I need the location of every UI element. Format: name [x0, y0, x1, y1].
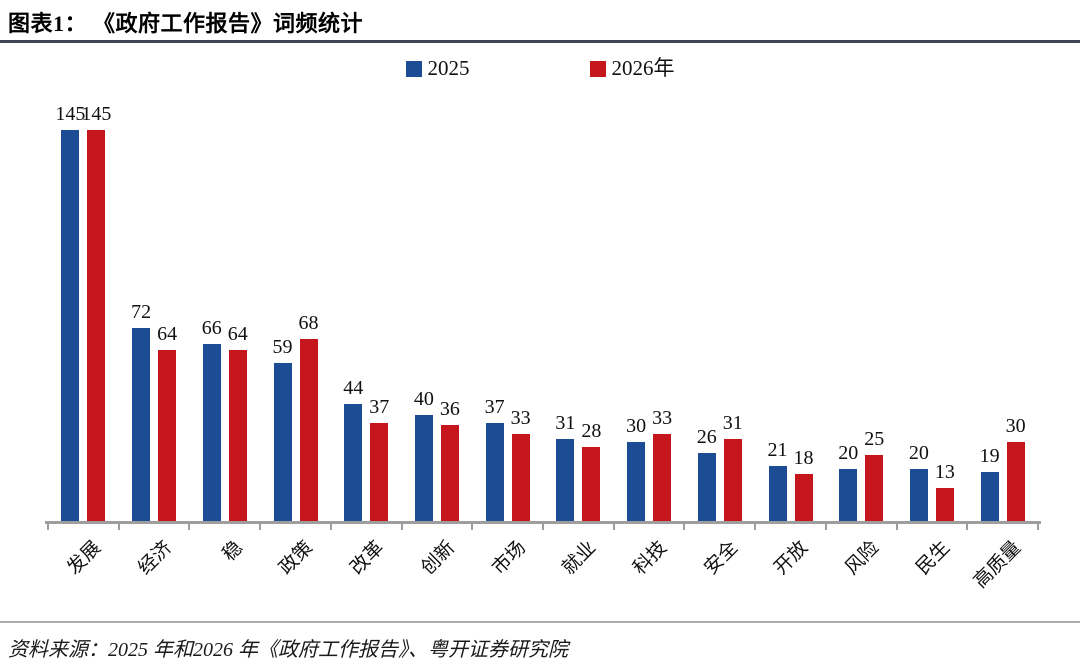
bar-value-label: 31 [722, 412, 743, 434]
bar-2025-开放 [768, 466, 787, 523]
x-axis-label-发展: 发展 [63, 537, 106, 580]
x-axis-label-经济: 经济 [134, 537, 177, 580]
bar-value-label: 68 [298, 312, 319, 334]
bar-value-label: 26 [696, 426, 717, 448]
bar-2026年-发展 [87, 130, 106, 523]
x-axis-tick [824, 521, 827, 530]
chart-legend: 2025 2026年 [0, 58, 1080, 79]
bar-2026年-创新 [440, 425, 459, 523]
source-note: 资料来源：2025 年和2026 年《政府工作报告》、粤开证券研究院 [8, 639, 568, 661]
bar-value-label: 145 [81, 103, 112, 125]
bar-value-label: 72 [131, 301, 152, 323]
bar-2025-高质量 [980, 472, 999, 523]
bar-2026年-风险 [865, 455, 884, 523]
bar-value-label: 31 [555, 412, 576, 434]
bar-2025-稳 [202, 344, 221, 523]
x-axis-tick [754, 521, 757, 530]
bar-2025-市场 [485, 423, 504, 523]
bar-2025-就业 [556, 439, 575, 523]
x-axis-label-科技: 科技 [629, 537, 672, 580]
bar-value-label: 20 [908, 442, 929, 464]
bar-value-label: 44 [343, 377, 364, 399]
legend-item-2025: 2025 [405, 56, 470, 80]
bar-value-label: 19 [979, 445, 1000, 467]
bar-2025-科技 [627, 442, 646, 523]
x-axis-label-风险: 风险 [841, 537, 884, 580]
legend-label-2025: 2025 [427, 56, 470, 80]
x-axis-label-民生: 民生 [912, 537, 955, 580]
bar-2026年-市场 [511, 434, 530, 523]
x-axis-tick [612, 521, 615, 530]
x-axis-tick [400, 521, 403, 530]
bar-value-label: 28 [581, 420, 602, 442]
x-axis-tick [329, 521, 332, 530]
bar-2025-政策 [273, 363, 292, 523]
x-axis-label-就业: 就业 [558, 537, 601, 580]
legend-label-2026: 2026年 [611, 56, 675, 80]
bar-2025-经济 [132, 328, 151, 523]
bar-value-label: 30 [626, 415, 647, 437]
x-axis-tick [188, 521, 191, 530]
legend-swatch-2025 [405, 60, 422, 77]
x-axis-label-政策: 政策 [275, 537, 318, 580]
x-axis-tick [1037, 521, 1039, 530]
bar-value-label: 59 [272, 336, 293, 358]
bar-value-label: 40 [413, 388, 434, 410]
bar-value-label: 25 [864, 428, 885, 450]
bar-2026年-稳 [228, 350, 247, 523]
bar-value-label: 66 [201, 317, 222, 339]
x-axis-tick [966, 521, 969, 530]
bar-2026年-科技 [653, 434, 672, 523]
bar-2026年-开放 [794, 474, 813, 523]
x-axis-label-安全: 安全 [700, 537, 742, 580]
x-axis-tick [471, 521, 474, 530]
x-axis-label-开放: 开放 [770, 537, 813, 580]
chart-title: 图表1： 《政府工作报告》词频统计 [8, 11, 364, 36]
bar-value-label: 37 [484, 396, 505, 418]
bar-value-label: 20 [838, 442, 859, 464]
bar-value-label: 64 [227, 323, 248, 345]
bar-2026年-改革 [370, 423, 389, 523]
bar-2026年-经济 [158, 350, 177, 523]
bar-value-label: 37 [369, 396, 390, 418]
x-axis-label-高质量: 高质量 [969, 537, 1025, 593]
bar-2025-改革 [344, 404, 363, 523]
bar-2026年-就业 [582, 447, 601, 523]
bar-2026年-安全 [723, 439, 742, 523]
bar-value-label: 13 [934, 461, 955, 483]
title-divider [0, 40, 1080, 43]
bar-value-label: 145 [55, 103, 86, 125]
footer-divider [0, 621, 1080, 623]
bar-2025-民生 [909, 469, 928, 523]
bar-value-label: 36 [439, 398, 460, 420]
bar-value-label: 30 [1005, 415, 1026, 437]
plot-area: 145 145 发展 72 64 经济 66 64 稳 59 68 政策 44 37 改革 40 36 创新 37 3… [45, 95, 1041, 592]
x-axis-label-改革: 改革 [346, 537, 389, 580]
x-axis-label-市场: 市场 [488, 537, 530, 580]
x-axis-label-创新: 创新 [417, 537, 460, 580]
bar-2025-安全 [697, 453, 716, 523]
bar-2025-创新 [414, 415, 433, 523]
bar-2026年-政策 [299, 339, 318, 523]
legend-swatch-2026 [589, 60, 606, 77]
bar-value-label: 21 [767, 439, 788, 461]
bar-2025-风险 [839, 469, 858, 523]
x-axis-tick [47, 521, 49, 530]
bar-value-label: 18 [793, 447, 814, 469]
bar-2026年-高质量 [1006, 442, 1025, 523]
x-axis-tick [117, 521, 120, 530]
bar-value-label: 33 [510, 407, 531, 429]
bar-value-label: 64 [157, 323, 178, 345]
x-axis-tick [542, 521, 544, 530]
bar-value-label: 33 [652, 407, 673, 429]
x-axis-tick [683, 521, 686, 530]
x-axis-label-稳: 稳 [218, 537, 247, 566]
bar-2025-发展 [61, 130, 80, 523]
legend-item-2026: 2026年 [589, 56, 675, 80]
x-axis-tick [259, 521, 262, 530]
bar-2026年-民生 [935, 488, 954, 523]
x-axis-tick [895, 521, 898, 530]
